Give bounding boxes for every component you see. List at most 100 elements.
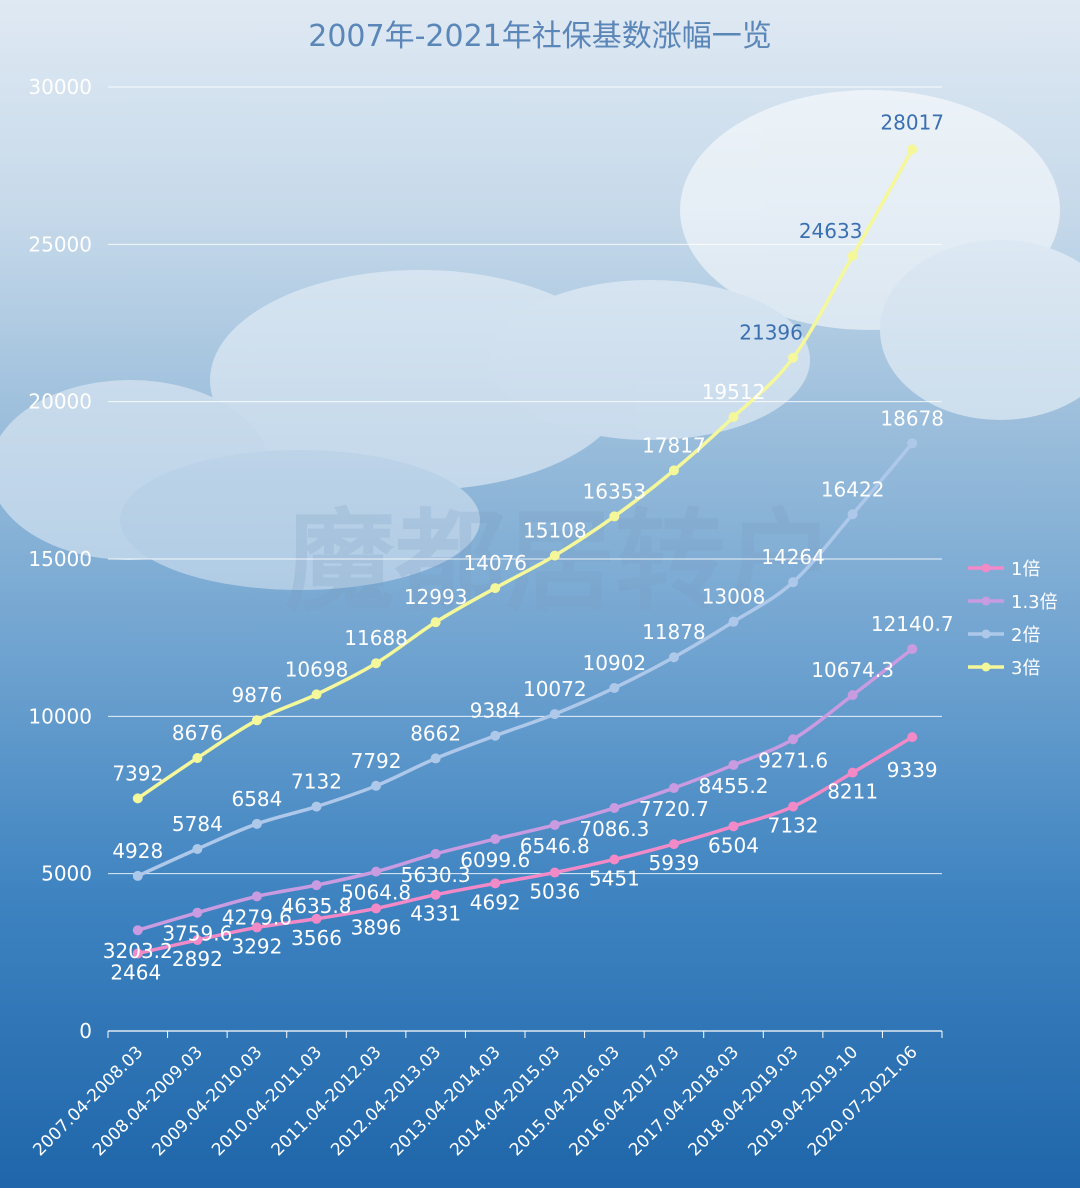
data-label: 4279.6: [222, 905, 292, 929]
data-point: [192, 907, 203, 918]
data-label: 8455.2: [699, 774, 769, 798]
legend-label: 2倍: [1011, 625, 1040, 646]
data-point: [490, 834, 501, 845]
data-point: [490, 730, 501, 741]
chart-title: 2007年-2021年社保基数涨幅一览: [308, 19, 772, 54]
data-label: 9876: [231, 683, 282, 707]
legend: 1倍 1.3倍 2倍 3倍: [968, 559, 1058, 679]
data-label: 8211: [827, 780, 878, 804]
data-label: 5064.8: [341, 881, 411, 905]
data-label: 7792: [351, 749, 402, 773]
data-point: [907, 438, 918, 449]
data-point: [788, 577, 799, 588]
data-label: 11878: [642, 620, 706, 644]
data-label: 21396: [739, 321, 803, 345]
y-tick-label: 5000: [41, 862, 92, 886]
data-point: [728, 821, 739, 832]
watermark-text: 魔都居转户: [285, 498, 835, 626]
x-tick-label: 2010.04-2011.03: [208, 1042, 326, 1160]
x-tick-label: 2017.04-2018.03: [625, 1042, 743, 1160]
label-layer: 2464 2892 3292 3566 3896 4331 4692 5036 5451 5939…: [103, 110, 954, 984]
data-point: [668, 652, 679, 663]
data-point: [728, 759, 739, 770]
data-label: 4331: [410, 902, 461, 926]
data-label: 12993: [404, 585, 468, 609]
data-label: 7132: [768, 814, 819, 838]
data-point: [251, 715, 262, 726]
data-label: 6504: [708, 833, 759, 857]
data-point: [192, 843, 203, 854]
data-point: [907, 732, 918, 743]
data-label: 5784: [172, 812, 223, 836]
y-tick-label: 30000: [28, 75, 92, 99]
data-point: [430, 753, 441, 764]
data-label: 14076: [463, 551, 527, 575]
data-label: 9384: [470, 699, 521, 723]
x-tick-label: 2015.04-2016.03: [506, 1042, 624, 1160]
x-tick-label: 2007.04-2008.03: [29, 1042, 147, 1160]
data-point: [668, 783, 679, 794]
data-point: [371, 866, 382, 877]
data-point: [728, 412, 739, 423]
data-point: [490, 583, 501, 594]
data-point: [668, 839, 679, 850]
data-point: [609, 854, 620, 865]
data-label: 18678: [880, 406, 944, 430]
data-point: [907, 144, 918, 155]
data-point: [192, 934, 203, 945]
data-label: 10674.3: [811, 658, 894, 682]
data-label: 3203.2: [103, 939, 173, 963]
data-point: [251, 891, 262, 902]
data-label: 5451: [589, 866, 640, 890]
series-layer: [132, 144, 918, 959]
data-point: [609, 682, 620, 693]
x-tick-label: 2013.04-2014.03: [387, 1042, 505, 1160]
data-label: 28017: [880, 110, 944, 134]
data-point: [430, 848, 441, 859]
data-label: 17817: [642, 433, 706, 457]
data-label: 19512: [702, 380, 766, 404]
data-label: 6584: [231, 787, 282, 811]
data-point: [430, 889, 441, 900]
data-label: 12140.7: [871, 612, 954, 636]
data-point: [311, 689, 322, 700]
data-label: 15108: [523, 519, 587, 543]
x-tick-label: 2011.04-2012.03: [268, 1042, 386, 1160]
data-point: [847, 509, 858, 520]
data-label: 7392: [112, 761, 163, 785]
data-label: 16353: [583, 479, 647, 503]
x-tick-label: 2009.04-2010.03: [149, 1042, 267, 1160]
data-point: [549, 709, 560, 720]
data-point: [132, 793, 143, 804]
data-label: 8676: [172, 721, 223, 745]
data-point: [490, 878, 501, 889]
data-label: 3292: [231, 934, 282, 958]
data-label: 11688: [344, 626, 408, 650]
data-label: 7086.3: [579, 817, 649, 841]
legend-label: 3倍: [1011, 658, 1040, 679]
y-tick-label: 20000: [28, 390, 92, 414]
legend-marker: [981, 662, 991, 672]
data-point: [788, 352, 799, 363]
data-label: 9339: [887, 758, 938, 782]
y-tick-label: 15000: [28, 547, 92, 571]
data-point: [728, 616, 739, 627]
data-label: 3759.6: [162, 922, 232, 946]
data-label: 6099.6: [460, 848, 530, 872]
data-label: 3566: [291, 926, 342, 950]
data-point: [668, 465, 679, 476]
x-tick-label: 2019.04-2019.10: [744, 1042, 862, 1160]
y-tick-label: 25000: [28, 232, 92, 256]
x-tick-label: 2008.04-2009.03: [89, 1042, 207, 1160]
x-tick-label: 2012.04-2013.03: [327, 1042, 445, 1160]
legend-label: 1.3倍: [1011, 592, 1058, 613]
data-point: [788, 801, 799, 812]
data-label: 2464: [110, 960, 161, 984]
data-label: 4635.8: [282, 894, 352, 918]
data-point: [132, 925, 143, 936]
data-point: [251, 818, 262, 829]
data-label: 6546.8: [520, 834, 590, 858]
data-point: [907, 643, 918, 654]
data-point: [132, 948, 143, 959]
x-tick-label: 2018.04-2019.03: [685, 1042, 803, 1160]
